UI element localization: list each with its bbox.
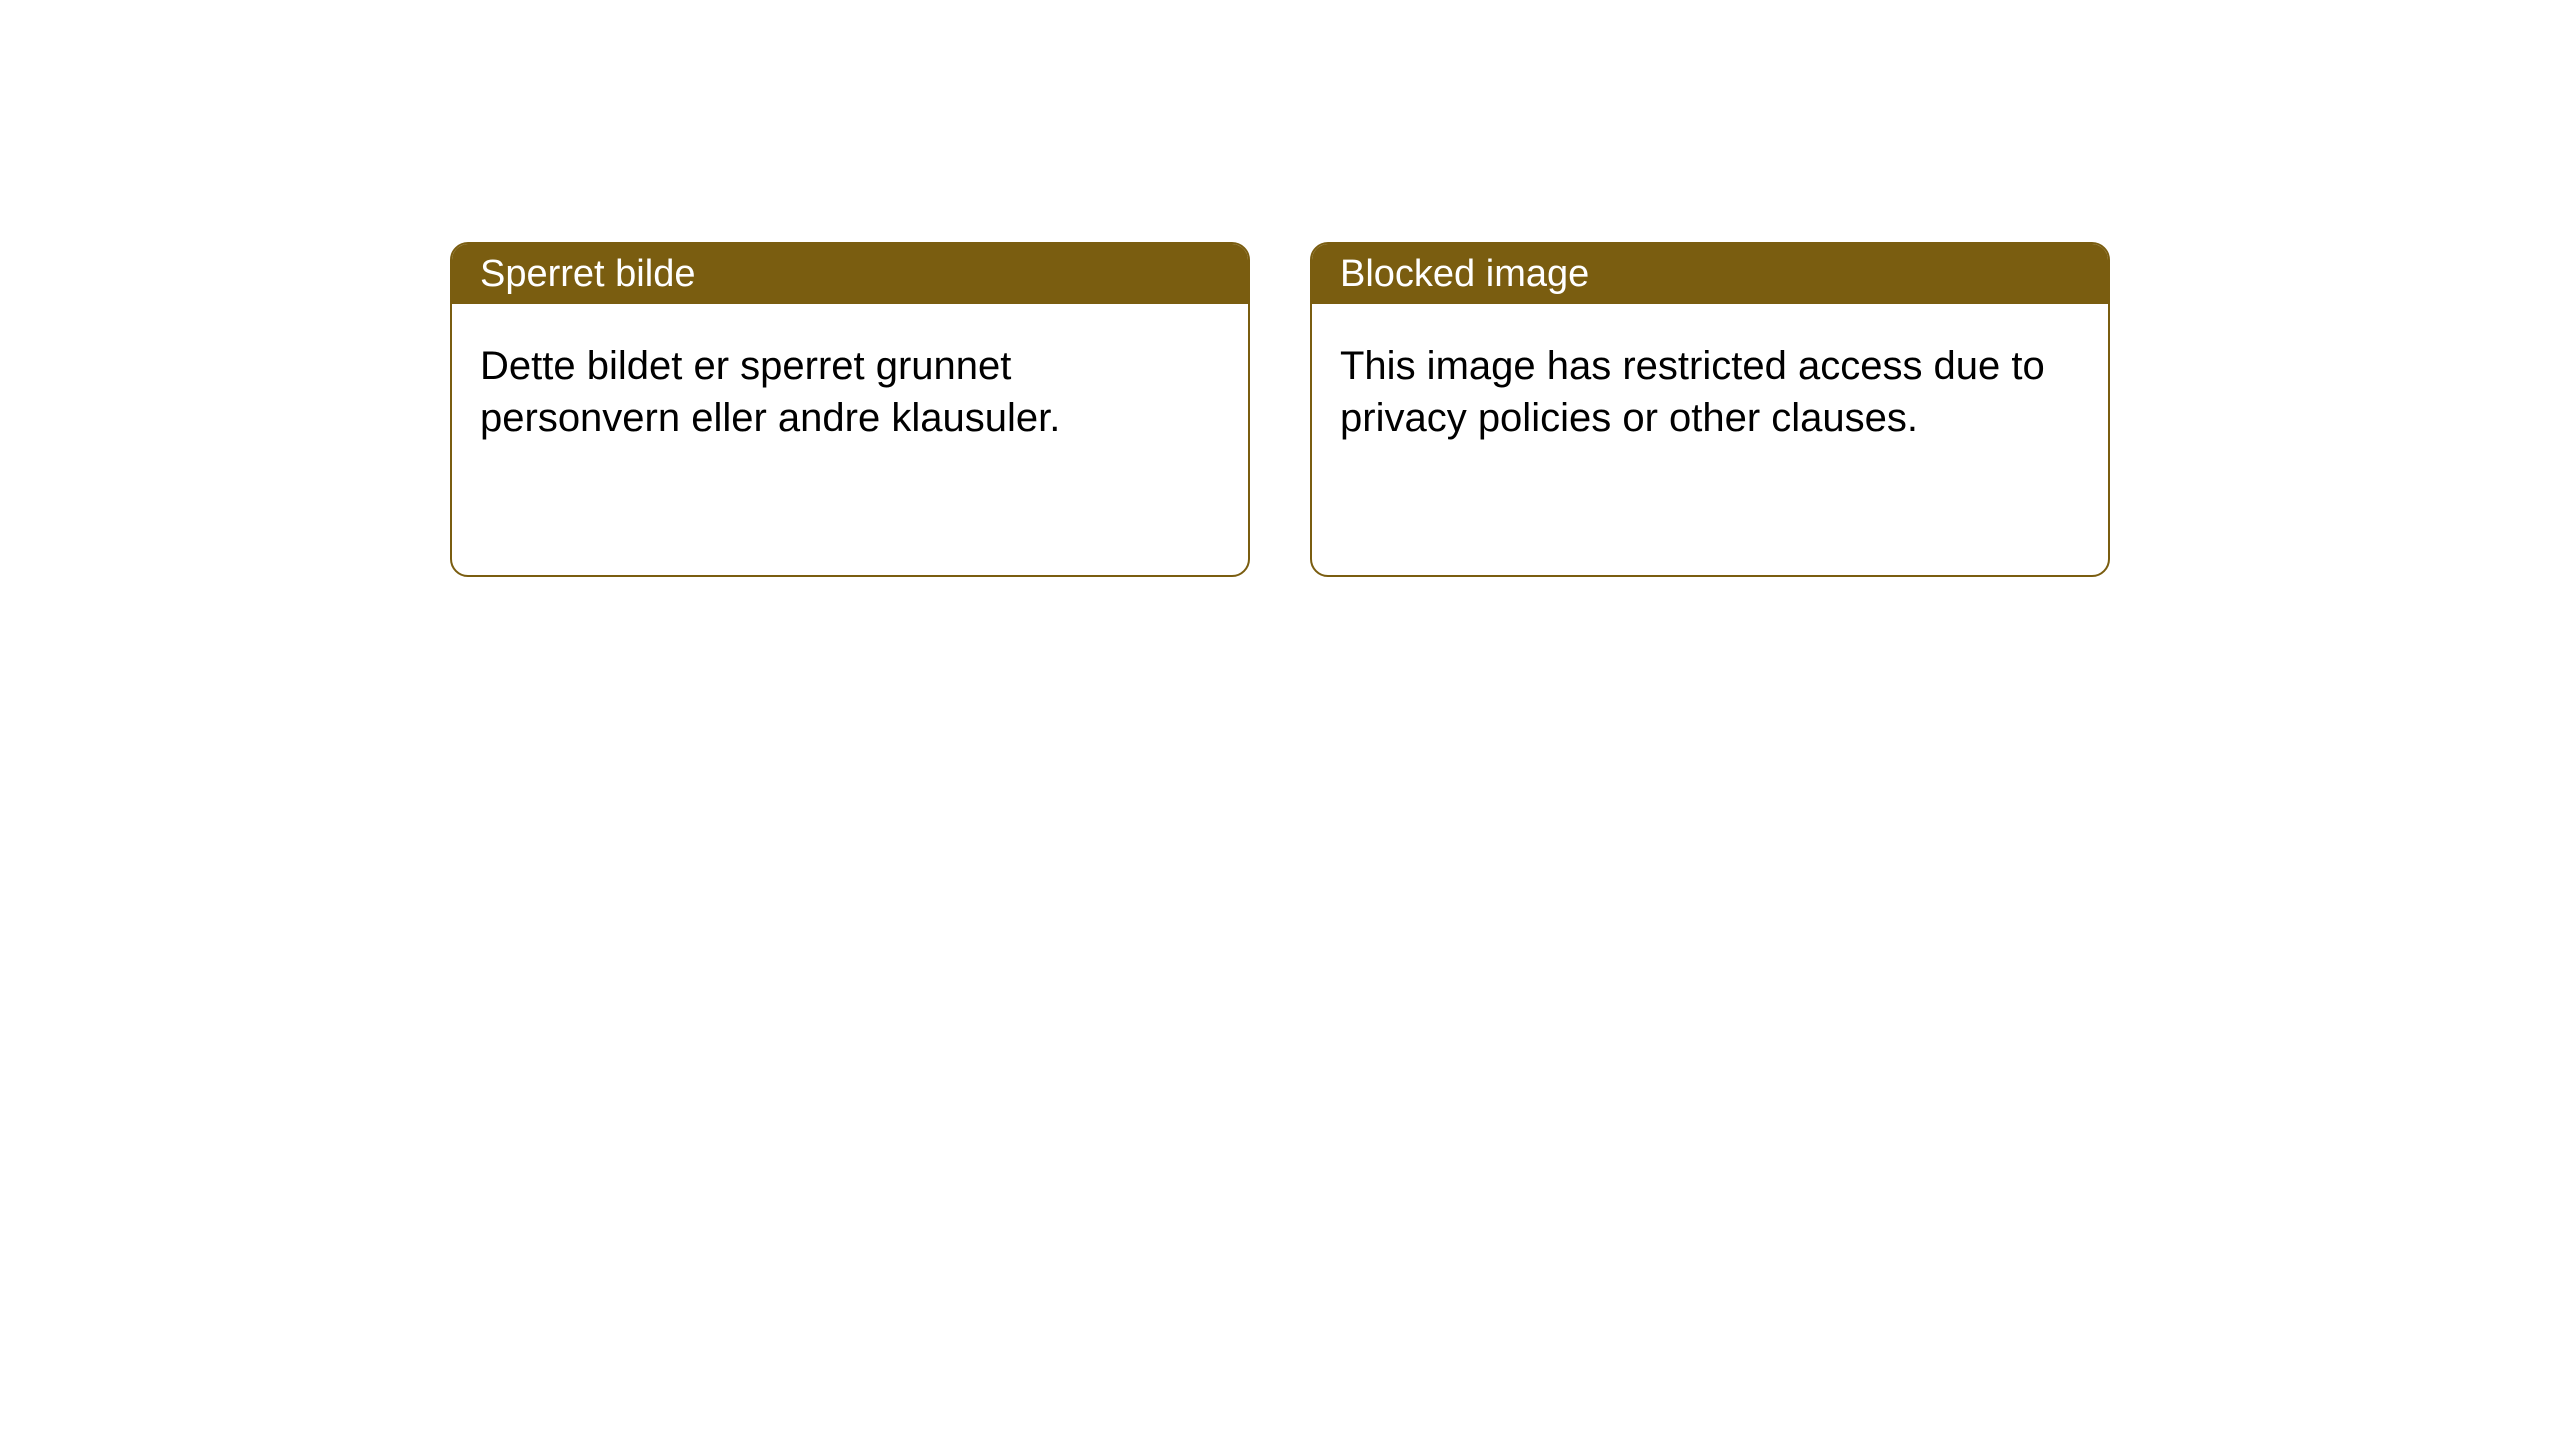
card-body-english: This image has restricted access due to … (1312, 304, 2108, 480)
notice-container: Sperret bilde Dette bildet er sperret gr… (0, 0, 2560, 577)
card-header-norwegian: Sperret bilde (452, 244, 1248, 304)
card-body-norwegian: Dette bildet er sperret grunnet personve… (452, 304, 1248, 480)
card-message-norwegian: Dette bildet er sperret grunnet personve… (480, 344, 1060, 440)
card-message-english: This image has restricted access due to … (1340, 344, 2045, 440)
card-title-english: Blocked image (1340, 253, 1589, 296)
blocked-image-card-english: Blocked image This image has restricted … (1310, 242, 2110, 577)
blocked-image-card-norwegian: Sperret bilde Dette bildet er sperret gr… (450, 242, 1250, 577)
card-title-norwegian: Sperret bilde (480, 253, 695, 296)
card-header-english: Blocked image (1312, 244, 2108, 304)
